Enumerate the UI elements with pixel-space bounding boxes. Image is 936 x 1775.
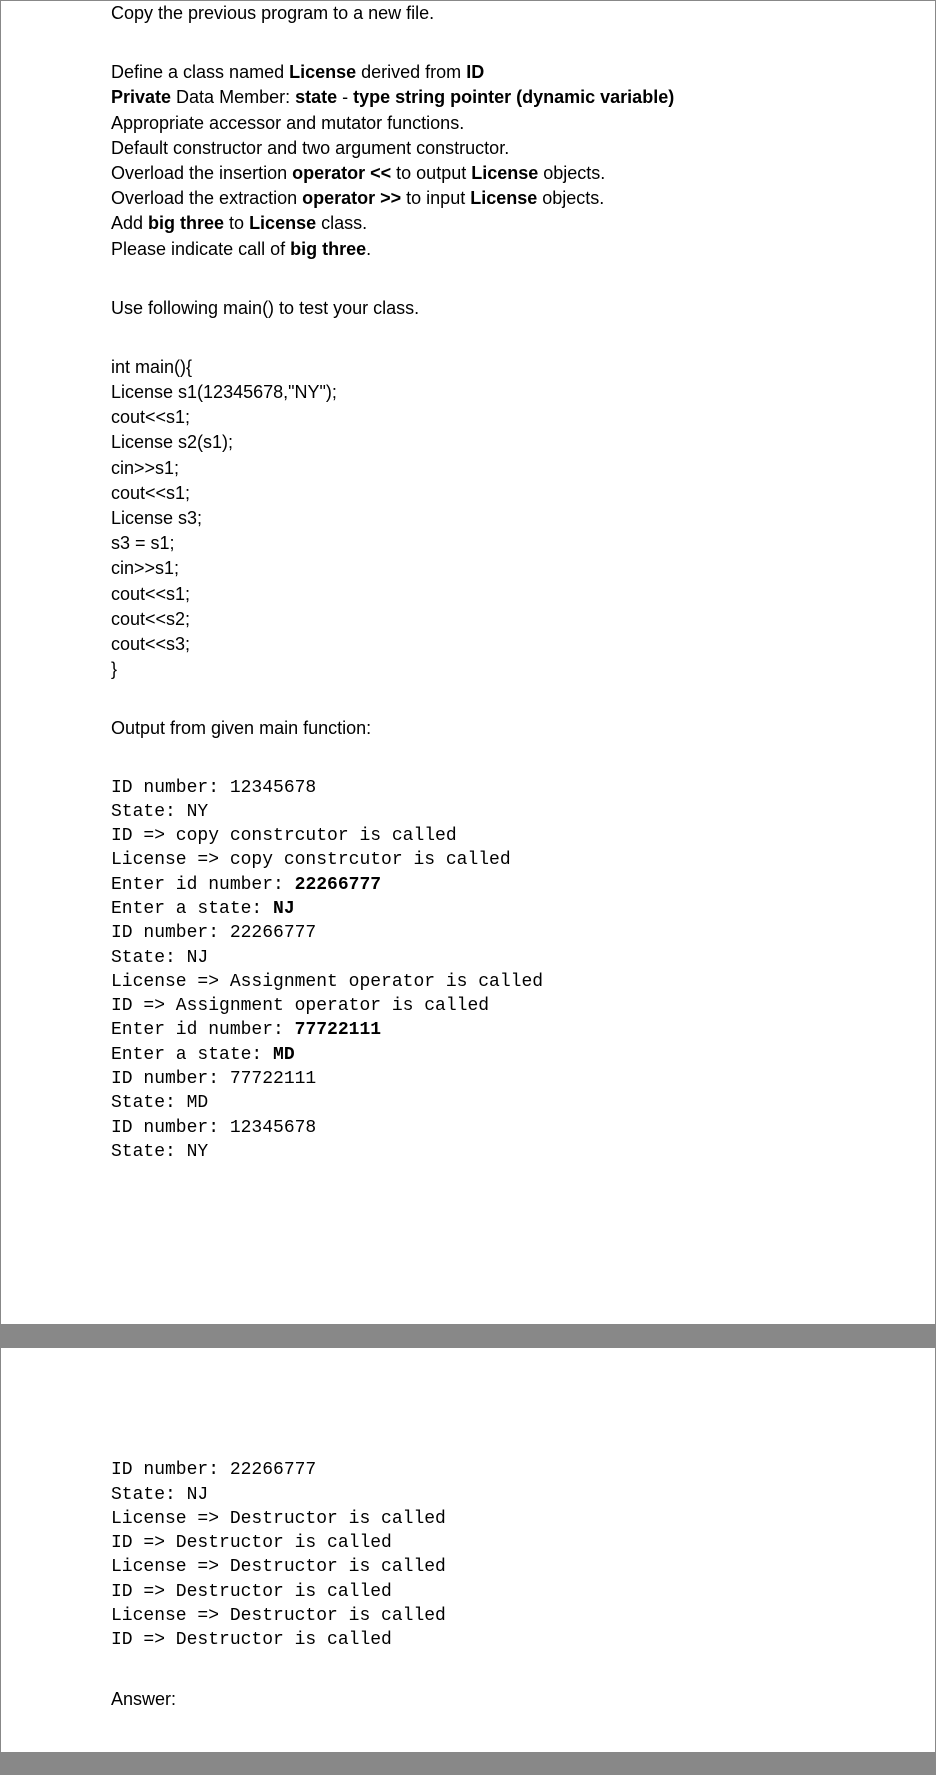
bold: License (249, 213, 316, 233)
text: Define a class named (111, 62, 289, 82)
spec-line-1: Define a class named License derived fro… (111, 60, 895, 85)
text: Overload the insertion (111, 163, 292, 183)
code-line: License s3; (111, 506, 895, 531)
out-line: License => Assignment operator is called (111, 972, 543, 992)
spec-line-3: Appropriate accessor and mutator functio… (111, 111, 895, 136)
code-line: cin>>s1; (111, 556, 895, 581)
spec-line-2: Private Data Member: state - type string… (111, 85, 895, 110)
out-line: License => Destructor is called (111, 1509, 446, 1529)
text: derived from (356, 62, 466, 82)
output-block-1: ID number: 12345678 State: NY ID => copy… (111, 776, 895, 1165)
answer-label: Answer: (111, 1687, 895, 1712)
bold: state (295, 87, 337, 107)
bold: operator << (292, 163, 391, 183)
code-line: cout<<s2; (111, 607, 895, 632)
code-line: cout<<s1; (111, 582, 895, 607)
question-card: Copy the previous program to a new file.… (0, 0, 936, 1325)
bold: Private (111, 87, 171, 107)
text: objects. (538, 163, 605, 183)
spec-line-6: Overload the extraction operator >> to i… (111, 186, 895, 211)
output-block-2: ID number: 22266777 State: NJ License =>… (111, 1458, 895, 1652)
bold: 22266777 (295, 875, 381, 895)
text: Please indicate call of (111, 239, 290, 259)
out-line: ID number: 12345678 (111, 778, 316, 798)
out-line: ID => copy constrcutor is called (111, 826, 457, 846)
out-line: ID number: 22266777 (111, 1460, 316, 1480)
out-line: Enter a state: (111, 899, 273, 919)
intro-line: Copy the previous program to a new file. (111, 1, 895, 26)
out-line: ID => Destructor is called (111, 1630, 392, 1650)
bold: big three (148, 213, 224, 233)
code-line: } (111, 657, 895, 682)
spec-line-8: Please indicate call of big three. (111, 237, 895, 262)
bold: License (470, 188, 537, 208)
out-line: ID number: 22266777 (111, 923, 316, 943)
text: to (224, 213, 249, 233)
out-line: License => Destructor is called (111, 1606, 446, 1626)
bold: operator >> (302, 188, 401, 208)
bold: ID (466, 62, 484, 82)
text: . (366, 239, 371, 259)
spec-line-5: Overload the insertion operator << to ou… (111, 161, 895, 186)
use-main-line: Use following main() to test your class. (111, 296, 895, 321)
out-line: Enter a state: (111, 1045, 273, 1065)
text: objects. (537, 188, 604, 208)
bold: License (289, 62, 356, 82)
bold: License (471, 163, 538, 183)
text: Add (111, 213, 148, 233)
code-line: int main(){ (111, 355, 895, 380)
text: - (337, 87, 353, 107)
text: to output (391, 163, 471, 183)
bold: big three (290, 239, 366, 259)
bold: NJ (273, 899, 295, 919)
code-line: cout<<s1; (111, 481, 895, 506)
out-line: State: MD (111, 1093, 208, 1113)
code-line: s3 = s1; (111, 531, 895, 556)
out-line: ID number: 77722111 (111, 1069, 316, 1089)
bold: MD (273, 1045, 295, 1065)
out-line: State: NY (111, 802, 208, 822)
text: class. (316, 213, 367, 233)
out-line: License => copy constrcutor is called (111, 850, 511, 870)
code-line: cout<<s3; (111, 632, 895, 657)
code-line: cin>>s1; (111, 456, 895, 481)
code-line: cout<<s1; (111, 405, 895, 430)
out-line: License => Destructor is called (111, 1557, 446, 1577)
text: Data Member: (171, 87, 295, 107)
out-line: ID => Destructor is called (111, 1533, 392, 1553)
text: Overload the extraction (111, 188, 302, 208)
out-line: State: NY (111, 1142, 208, 1162)
code-line: License s2(s1); (111, 430, 895, 455)
answer-card: ID number: 22266777 State: NJ License =>… (0, 1347, 936, 1753)
out-line: ID => Destructor is called (111, 1582, 392, 1602)
main-code-block: int main(){ License s1(12345678,"NY"); c… (111, 355, 895, 682)
output-label: Output from given main function: (111, 716, 895, 741)
out-line: State: NJ (111, 948, 208, 968)
spec-line-4: Default constructor and two argument con… (111, 136, 895, 161)
text: to input (401, 188, 470, 208)
out-line: Enter id number: (111, 875, 295, 895)
page-wrap: Copy the previous program to a new file.… (0, 0, 936, 1753)
spec-line-7: Add big three to License class. (111, 211, 895, 236)
bold: type string pointer (dynamic variable) (353, 87, 674, 107)
out-line: ID number: 12345678 (111, 1118, 316, 1138)
bold: 77722111 (295, 1020, 381, 1040)
code-line: License s1(12345678,"NY"); (111, 380, 895, 405)
out-line: State: NJ (111, 1485, 208, 1505)
out-line: ID => Assignment operator is called (111, 996, 489, 1016)
out-line: Enter id number: (111, 1020, 295, 1040)
